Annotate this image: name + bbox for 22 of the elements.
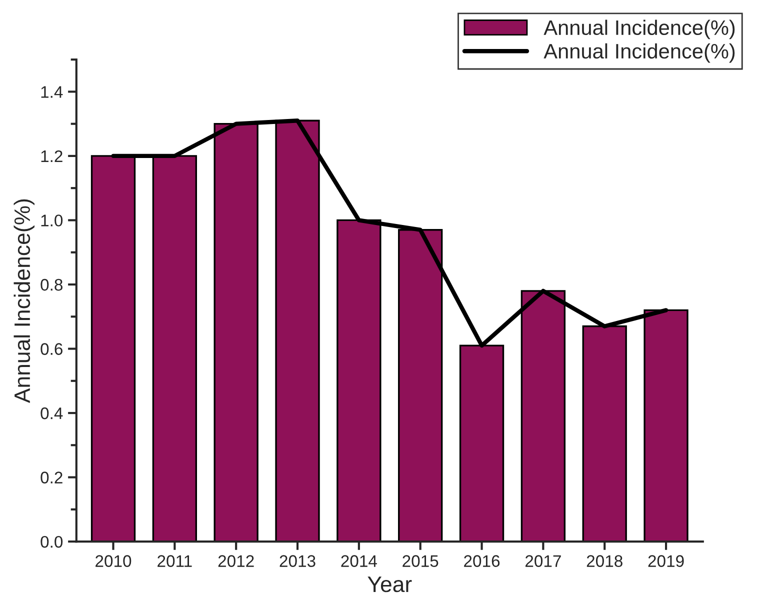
x-tick-label: 2013 [280,555,316,567]
x-tick-label: 2016 [464,555,500,567]
x-tick-label: 2014 [341,555,377,567]
y-tick-label: 1.0 [41,214,63,226]
y-tick-label: 0.6 [40,343,62,355]
x-axis-title: Year [368,576,412,592]
y-tick-label: 0.2 [40,472,62,484]
y-tick-label: 1.4 [41,86,63,98]
x-tick-label: 2019 [648,555,684,567]
x-tick-label: 2017 [525,555,561,567]
x-tick-label: 2011 [158,555,192,567]
legend-label: Annual Incidence(%) [544,43,735,63]
legend-label: Annual Incidence(%) [544,20,735,40]
x-tick-label: 2012 [218,555,254,567]
y-tick-label: 1.2 [41,150,62,162]
y-tick-label: 0.0 [40,536,63,548]
x-tick-label: 2010 [96,555,132,567]
x-tick-label: 2015 [402,555,438,567]
y-tick-label: 0.8 [40,278,62,291]
x-tick-label: 2018 [586,555,622,567]
y-tick-label: 0.4 [40,407,63,420]
y-axis-title: Annual Incidence(%) [14,199,34,404]
